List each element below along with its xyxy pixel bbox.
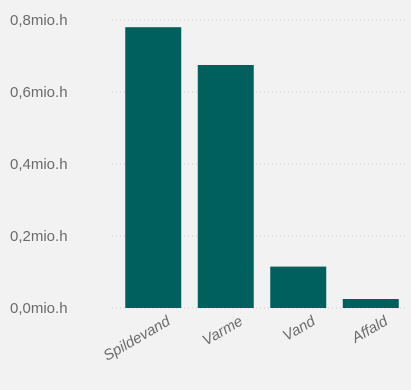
x-tick-label: Spildevand [100,312,173,364]
bar-vand[interactable] [270,266,327,308]
bar-varme[interactable] [197,65,254,308]
x-tick-label: Affald [348,312,391,347]
x-axis-labels: Spildevand Varme Vand Affald [100,312,391,364]
x-tick-label: Varme [199,313,245,350]
y-tick-label: 0,8mio.h [10,12,68,29]
y-tick-label: 0,0mio.h [10,300,68,317]
bar-affald[interactable] [342,299,399,308]
x-tick-label: Vand [280,312,319,344]
bar-spildevand[interactable] [125,27,182,308]
y-tick-label: 0,2mio.h [10,228,68,245]
bars [125,27,399,308]
y-tick-label: 0,6mio.h [10,84,68,101]
y-tick-label: 0,4mio.h [10,156,68,173]
y-axis-ticks: 0,0mio.h 0,2mio.h 0,4mio.h 0,6mio.h 0,8mio.h [10,12,68,317]
